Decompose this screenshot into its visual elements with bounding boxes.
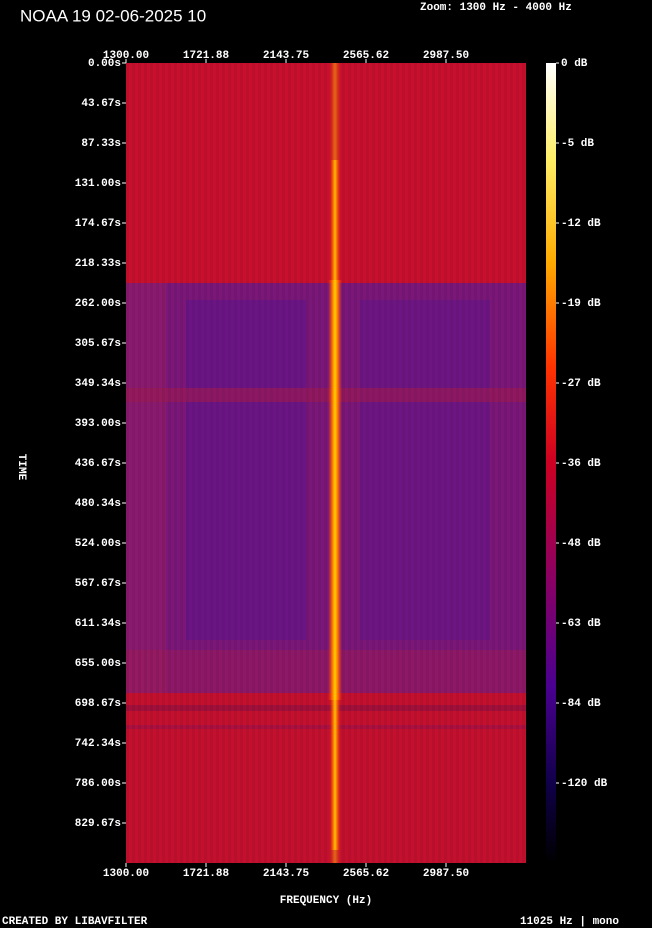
x-tick-label: 1300.00 [103, 868, 149, 880]
y-tick-label: 43.67s [81, 98, 121, 110]
y-tick-label: 87.33s [81, 138, 121, 150]
y-tick-label: 174.67s [75, 218, 121, 230]
colorbar-tick-label: -120 dB [561, 778, 608, 790]
y-tick-label: 131.00s [75, 178, 121, 190]
colorbar-tick-label: -36 dB [561, 458, 601, 470]
spectrogram [126, 63, 526, 863]
y-tick-label: 742.34s [75, 738, 121, 750]
y-tick-label: 393.00s [75, 418, 121, 430]
y-tick-label: 786.00s [75, 778, 121, 790]
y-tick-label: 698.67s [75, 698, 121, 710]
colorbar-tick-label: -19 dB [561, 298, 601, 310]
y-tick-label: 218.33s [75, 258, 121, 270]
y-tick-label: 349.34s [75, 378, 121, 390]
x-tick-label: 2987.50 [423, 868, 469, 880]
y-tick-label: 262.00s [75, 298, 121, 310]
x-tick-label: 2143.75 [263, 868, 310, 880]
y-tick-label: 436.67s [75, 458, 121, 470]
y-tick-label: 567.67s [75, 578, 121, 590]
x-tick-label: 2987.50 [423, 50, 469, 62]
y-tick-label: 480.34s [75, 498, 121, 510]
colorbar [546, 63, 556, 863]
footer-left: CREATED BY LIBAVFILTER [2, 916, 148, 928]
y-axis-label: TIME [15, 454, 27, 481]
y-tick-label: 0.00s [88, 58, 121, 70]
y-tick-label: 524.00s [75, 538, 121, 550]
x-tick-label: 2143.75 [263, 50, 310, 62]
colorbar-tick-label: -5 dB [561, 138, 594, 150]
x-tick-label: 2565.62 [343, 50, 389, 62]
y-tick-label: 829.67s [75, 818, 121, 830]
y-tick-label: 611.34s [75, 618, 121, 630]
x-tick-label: 1300.00 [103, 50, 149, 62]
colorbar-tick-label: -12 dB [561, 218, 601, 230]
subtitle: Zoom: 1300 Hz - 4000 Hz [420, 2, 572, 14]
footer-right: 11025 Hz | mono [520, 916, 619, 928]
colorbar-tick-label: -27 dB [561, 378, 601, 390]
colorbar-tick-label: -48 dB [561, 538, 601, 550]
colorbar-tick-label: -63 dB [561, 618, 601, 630]
y-tick-label: 655.00s [75, 658, 121, 670]
x-axis-label: FREQUENCY (Hz) [280, 895, 372, 907]
x-tick-label: 1721.88 [183, 50, 230, 62]
chart-title: NOAA 19 02-06-2025 10 [20, 6, 206, 25]
y-tick-label: 305.67s [75, 338, 121, 350]
x-tick-label: 1721.88 [183, 868, 230, 880]
colorbar-tick-label: -84 dB [561, 698, 601, 710]
colorbar-tick-label: 0 dB [561, 58, 588, 70]
x-tick-label: 2565.62 [343, 868, 389, 880]
